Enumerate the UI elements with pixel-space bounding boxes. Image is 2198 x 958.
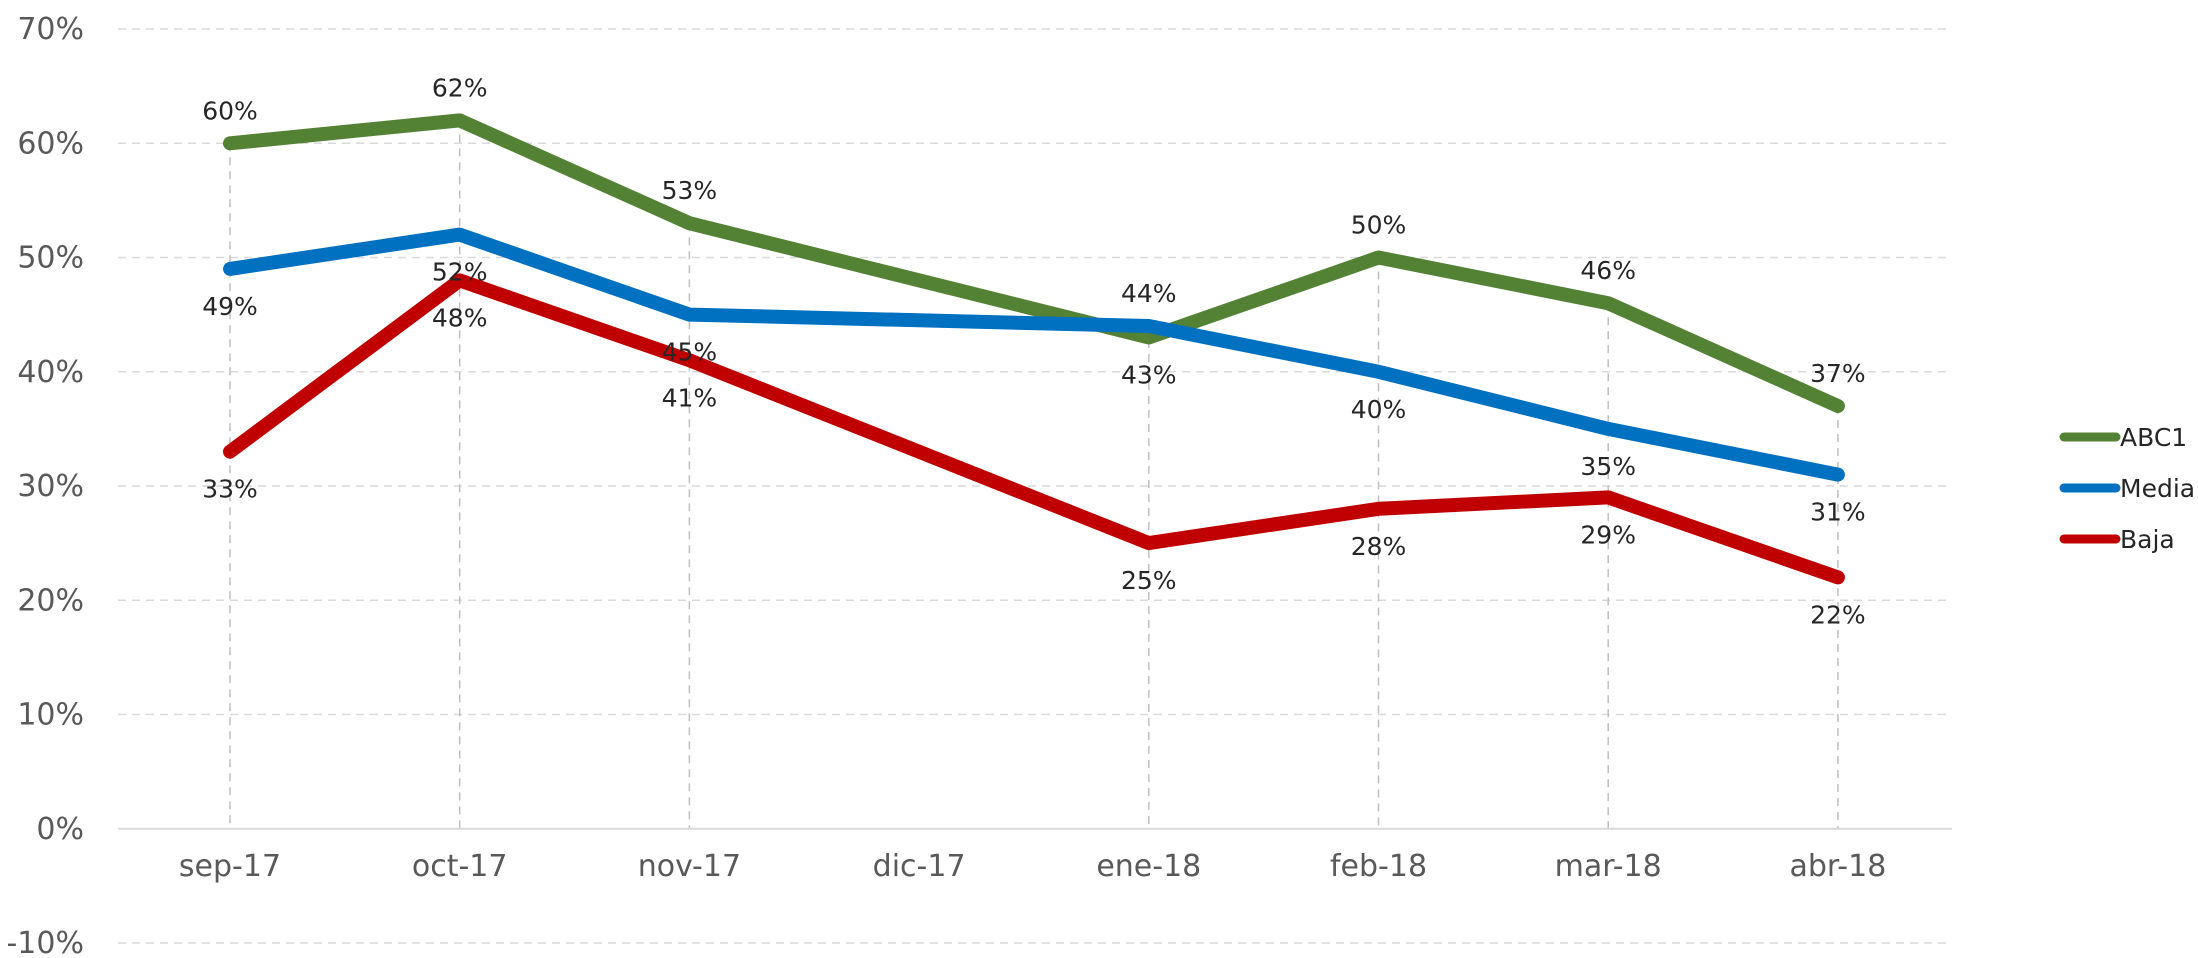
data-label-media: 44% bbox=[1121, 279, 1177, 308]
x-tick-label: mar-18 bbox=[1555, 849, 1662, 884]
y-tick-label: 30% bbox=[17, 469, 84, 504]
x-tick-label: abr-18 bbox=[1789, 849, 1886, 884]
grid bbox=[118, 28, 1952, 944]
y-tick-label: 50% bbox=[17, 241, 84, 276]
axes: 70% 60% 50% 40% 30% 20% 10% 0% -10% sep-17 oct-17 n… bbox=[6, 12, 1952, 958]
data-label-media: 31% bbox=[1810, 498, 1866, 527]
data-label-abc1: 53% bbox=[662, 176, 718, 205]
legend: ABC1 Media Baja bbox=[2059, 423, 2195, 554]
y-tick-label: 20% bbox=[17, 583, 84, 618]
data-label-media: 49% bbox=[202, 292, 258, 321]
x-tick-label: ene-18 bbox=[1096, 849, 1201, 884]
legend-label-media: Media bbox=[2120, 474, 2195, 503]
x-tick-label: dic-17 bbox=[873, 849, 966, 884]
y-tick-label: 10% bbox=[17, 698, 84, 733]
series-line-abc1 bbox=[223, 113, 1845, 413]
series-line-media bbox=[223, 227, 1845, 482]
data-label-baja: 33% bbox=[202, 475, 258, 504]
y-tick-label: 40% bbox=[17, 355, 84, 390]
data-label-baja: 29% bbox=[1580, 520, 1636, 549]
data-label-abc1: 62% bbox=[432, 73, 488, 102]
data-label-abc1: 60% bbox=[202, 96, 258, 125]
y-tick-label: 70% bbox=[17, 12, 84, 47]
legend-label-baja: Baja bbox=[2120, 525, 2175, 554]
data-label-abc1: 46% bbox=[1580, 256, 1636, 285]
data-labels: 60% 49% 33% 62% 52% 48% 53% 45% 41% 43% 44% 25% 50% 4… bbox=[202, 73, 1865, 629]
y-tick-label: 0% bbox=[36, 812, 84, 847]
data-label-baja: 48% bbox=[432, 303, 488, 332]
data-label-media: 45% bbox=[662, 338, 718, 367]
legend-label-abc1: ABC1 bbox=[2120, 423, 2187, 452]
series-lines bbox=[223, 113, 1845, 585]
data-label-abc1: 50% bbox=[1351, 211, 1407, 240]
data-label-baja: 28% bbox=[1351, 532, 1407, 561]
x-tick-label: sep-17 bbox=[179, 849, 281, 884]
x-tick-label: nov-17 bbox=[638, 849, 741, 884]
series-line-baja bbox=[223, 273, 1845, 585]
data-label-abc1: 37% bbox=[1810, 359, 1866, 388]
y-tick-label: 60% bbox=[17, 126, 84, 161]
x-tick-label: oct-17 bbox=[412, 849, 508, 884]
data-label-baja: 41% bbox=[662, 383, 718, 412]
data-label-media: 52% bbox=[432, 258, 488, 287]
data-label-abc1: 43% bbox=[1121, 360, 1177, 389]
data-label-media: 35% bbox=[1580, 452, 1636, 481]
data-label-media: 40% bbox=[1351, 395, 1407, 424]
data-label-baja: 25% bbox=[1121, 566, 1177, 595]
data-label-baja: 22% bbox=[1810, 600, 1866, 629]
y-tick-label: -10% bbox=[6, 926, 84, 958]
x-tick-label: feb-18 bbox=[1330, 849, 1427, 884]
